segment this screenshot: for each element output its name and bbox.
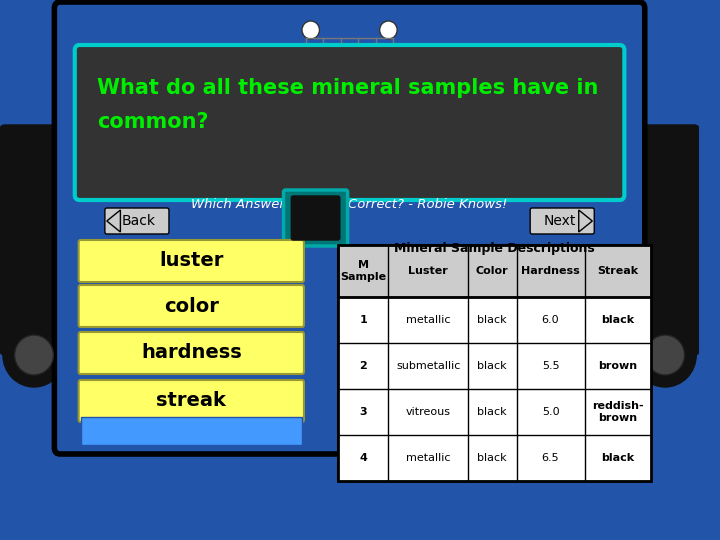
Text: black: black (477, 453, 507, 463)
Circle shape (302, 21, 320, 39)
Circle shape (646, 335, 685, 375)
Circle shape (379, 21, 397, 39)
Text: black: black (601, 453, 634, 463)
Bar (338, 245, 651, 481)
Text: streak: streak (156, 392, 226, 410)
Text: luster: luster (159, 252, 223, 271)
Text: M
Sample: M Sample (340, 260, 386, 282)
Text: Mineral Sample Descriptions: Mineral Sample Descriptions (394, 242, 595, 255)
Text: 1: 1 (359, 315, 367, 325)
Text: color: color (164, 296, 219, 315)
Circle shape (634, 323, 696, 387)
Bar (338, 389, 651, 435)
FancyBboxPatch shape (0, 125, 68, 355)
Text: 5.0: 5.0 (541, 407, 559, 417)
FancyBboxPatch shape (530, 208, 594, 234)
Text: common?: common? (97, 112, 209, 132)
Text: 2: 2 (359, 361, 367, 371)
Text: black: black (477, 315, 507, 325)
FancyBboxPatch shape (292, 196, 340, 240)
Text: Hardness: Hardness (521, 266, 580, 276)
FancyBboxPatch shape (78, 332, 304, 374)
Text: Color: Color (476, 266, 508, 276)
Bar (338, 343, 651, 389)
Text: 3: 3 (359, 407, 367, 417)
FancyBboxPatch shape (631, 125, 699, 355)
FancyBboxPatch shape (267, 50, 432, 88)
Bar (338, 297, 651, 343)
Text: Streak: Streak (597, 266, 638, 276)
Text: Next: Next (544, 214, 577, 228)
Polygon shape (107, 210, 120, 232)
Circle shape (3, 323, 65, 387)
Text: 6.5: 6.5 (541, 453, 559, 463)
Text: vitreous: vitreous (405, 407, 451, 417)
Circle shape (318, 56, 327, 66)
Text: Luster: Luster (408, 266, 448, 276)
FancyBboxPatch shape (55, 2, 644, 454)
FancyBboxPatch shape (273, 0, 426, 66)
Circle shape (14, 335, 53, 375)
Circle shape (376, 56, 385, 66)
Polygon shape (579, 210, 593, 232)
Text: submetallic: submetallic (396, 361, 460, 371)
Text: brown: brown (598, 361, 637, 371)
FancyBboxPatch shape (78, 380, 304, 422)
Text: 6.0: 6.0 (541, 315, 559, 325)
FancyBboxPatch shape (284, 2, 415, 58)
Text: 5.5: 5.5 (541, 361, 559, 371)
FancyBboxPatch shape (105, 208, 169, 234)
Text: What do all these mineral samples have in: What do all these mineral samples have i… (97, 78, 598, 98)
FancyBboxPatch shape (75, 45, 624, 200)
Circle shape (353, 56, 362, 66)
Bar (338, 245, 651, 297)
FancyBboxPatch shape (78, 240, 304, 282)
Text: Back: Back (122, 214, 156, 228)
Text: black: black (601, 315, 634, 325)
Text: reddish-
brown: reddish- brown (592, 401, 644, 423)
FancyBboxPatch shape (78, 285, 304, 327)
Text: black: black (477, 361, 507, 371)
Text: 4: 4 (359, 453, 367, 463)
Text: metallic: metallic (406, 453, 451, 463)
Bar (338, 435, 651, 481)
Circle shape (294, 56, 304, 66)
Text: hardness: hardness (141, 343, 242, 362)
FancyBboxPatch shape (284, 190, 348, 246)
Text: metallic: metallic (406, 315, 451, 325)
Bar (338, 245, 651, 481)
Text: black: black (477, 407, 507, 417)
Text: Which Answer Below is Correct? - Robie Knows!: Which Answer Below is Correct? - Robie K… (192, 198, 508, 211)
Bar (81, 417, 302, 445)
